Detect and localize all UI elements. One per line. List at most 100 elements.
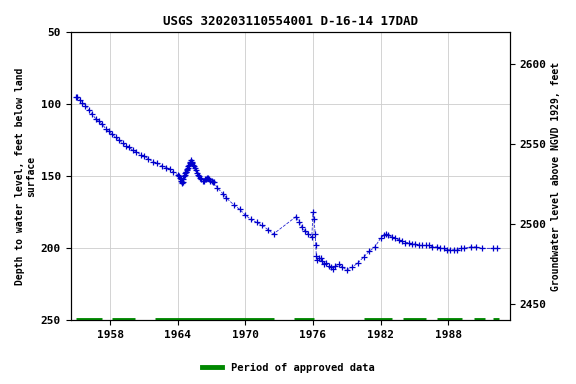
Point	[101, 126, 110, 132]
Point	[157, 163, 166, 169]
Point	[128, 147, 137, 153]
Point	[308, 209, 317, 215]
Point	[269, 231, 278, 237]
Point	[446, 247, 455, 253]
Point	[81, 103, 90, 109]
Point	[165, 166, 175, 172]
Point	[235, 206, 244, 212]
Point	[394, 237, 403, 243]
Point	[492, 245, 501, 252]
Point	[179, 173, 188, 179]
Point	[407, 241, 416, 247]
Point	[338, 264, 347, 270]
Point	[488, 245, 498, 252]
Point	[381, 231, 391, 237]
Point	[188, 160, 197, 166]
Point	[176, 175, 185, 181]
Point	[421, 242, 430, 248]
Point	[180, 172, 189, 178]
Point	[183, 164, 192, 170]
Point	[181, 169, 190, 175]
Point	[317, 258, 327, 265]
Point	[213, 185, 222, 191]
Point	[162, 164, 171, 170]
Point	[88, 111, 97, 117]
Point	[187, 159, 196, 165]
Point	[183, 166, 192, 172]
Y-axis label: Groundwater level above NGVD 1929, feet: Groundwater level above NGVD 1929, feet	[551, 62, 561, 291]
Point	[384, 232, 393, 238]
Point	[177, 180, 187, 187]
Point	[75, 97, 84, 103]
Point	[252, 219, 262, 225]
Point	[387, 234, 396, 240]
Point	[178, 179, 187, 185]
Point	[370, 244, 380, 250]
Point	[312, 253, 321, 259]
Point	[229, 202, 238, 208]
Point	[187, 157, 196, 164]
Point	[439, 245, 448, 252]
Point	[466, 244, 475, 250]
Point	[202, 175, 211, 181]
Point	[295, 219, 304, 225]
Point	[311, 242, 320, 248]
Point	[173, 172, 183, 178]
Point	[136, 152, 145, 158]
Point	[459, 245, 468, 252]
Point	[401, 240, 410, 246]
Point	[200, 176, 210, 182]
Point	[196, 175, 205, 181]
Point	[449, 247, 458, 253]
Point	[190, 164, 199, 170]
Point	[304, 231, 313, 237]
Point	[72, 94, 81, 100]
Point	[218, 190, 228, 197]
Point	[257, 222, 267, 228]
Point	[310, 231, 320, 237]
Point	[472, 244, 481, 250]
Point	[177, 179, 186, 185]
Point	[194, 172, 203, 178]
Point	[198, 177, 207, 184]
Point	[195, 173, 204, 179]
Point	[104, 128, 113, 134]
Point	[391, 235, 400, 241]
Point	[247, 217, 256, 223]
Point	[203, 175, 213, 181]
Point	[324, 263, 334, 269]
Point	[144, 156, 153, 162]
Point	[185, 160, 194, 166]
Point	[184, 163, 193, 169]
Point	[478, 245, 487, 252]
Point	[348, 264, 357, 270]
Point	[354, 260, 363, 266]
Point	[329, 265, 338, 271]
Point	[320, 261, 329, 267]
Point	[91, 116, 100, 122]
Point	[94, 118, 104, 124]
Point	[192, 170, 202, 176]
Point	[98, 121, 107, 127]
Point	[331, 263, 340, 269]
Point	[307, 234, 316, 240]
Point	[432, 244, 441, 250]
Point	[176, 176, 185, 182]
Point	[263, 227, 272, 233]
Point	[77, 99, 86, 106]
Point	[334, 261, 343, 267]
Point	[456, 245, 465, 252]
Point	[312, 257, 321, 263]
Point	[209, 179, 218, 185]
Point	[122, 143, 131, 149]
Point	[84, 107, 93, 113]
Point	[176, 177, 185, 184]
Point	[185, 159, 195, 165]
Point	[291, 214, 301, 220]
Point	[180, 170, 190, 176]
Legend: Period of approved data: Period of approved data	[198, 359, 378, 377]
Point	[425, 242, 434, 248]
Point	[207, 177, 216, 184]
Point	[206, 177, 215, 184]
Point	[411, 241, 420, 247]
